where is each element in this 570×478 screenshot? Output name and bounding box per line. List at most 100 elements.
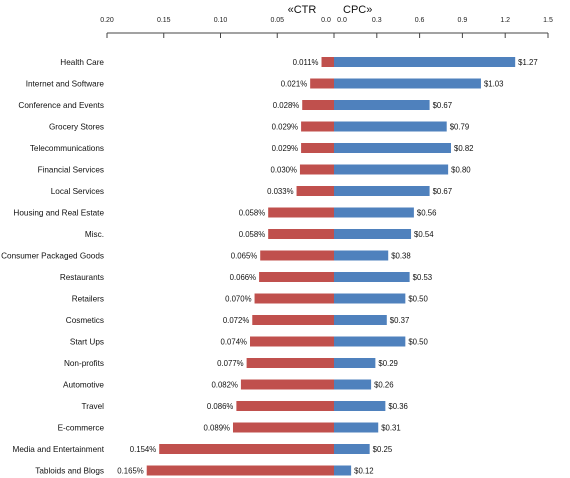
ctr-bar — [254, 293, 334, 304]
cpc-value-label: $0.25 — [373, 445, 393, 454]
cpc-tick-label: 0.6 — [415, 17, 425, 24]
ctr-tick-label: 0.10 — [214, 17, 228, 24]
cpc-bar — [334, 78, 481, 89]
ctr-bar — [299, 164, 334, 175]
cpc-value-label: $0.26 — [374, 381, 394, 390]
category-label: Local Services — [51, 187, 104, 196]
ctr-tick-label: 0.15 — [157, 17, 171, 24]
cpc-bar — [334, 143, 451, 153]
ctr-bar — [301, 143, 334, 153]
cpc-bar — [334, 293, 406, 304]
cpc-value-label: $0.67 — [433, 101, 453, 110]
cpc-value-label: $0.56 — [417, 209, 437, 218]
cpc-value-label: $0.37 — [390, 316, 410, 325]
cpc-value-label: $0.31 — [381, 424, 401, 433]
cpc-tick-label: 1.5 — [543, 17, 553, 24]
ctr-bar — [146, 465, 334, 476]
category-label: Misc. — [85, 230, 104, 239]
ctr-bar — [260, 250, 334, 261]
cpc-tick-label: 0.9 — [458, 17, 468, 24]
category-label: E-commerce — [58, 424, 105, 433]
cpc-bar — [334, 401, 386, 411]
ctr-value-label: 0.089% — [204, 424, 231, 433]
cpc-tick-label: 1.2 — [500, 17, 510, 24]
ctr-value-label: 0.011% — [293, 58, 319, 67]
category-label: Conference and Events — [18, 101, 104, 110]
ctr-value-label: 0.066% — [230, 273, 257, 282]
cpc-value-label: $0.12 — [354, 467, 374, 476]
category-label: Health Care — [60, 58, 104, 67]
ctr-value-label: 0.058% — [239, 230, 266, 239]
cpc-bar — [334, 121, 447, 132]
ctr-bar — [301, 121, 334, 132]
category-label: Automotive — [63, 381, 104, 390]
ctr-value-label: 0.086% — [207, 402, 234, 411]
cpc-bar — [334, 207, 414, 218]
cpc-value-label: $1.03 — [484, 80, 504, 89]
category-label: Housing and Real Estate — [13, 209, 104, 218]
ctr-tick-label: 0.05 — [270, 17, 284, 24]
ctr-bar — [236, 401, 334, 411]
ctr-bar — [321, 57, 334, 67]
ctr-value-label: 0.065% — [231, 252, 258, 261]
category-label: Consumer Packaged Goods — [1, 252, 104, 261]
ctr-bar — [310, 78, 334, 89]
cpc-value-label: $0.50 — [408, 338, 428, 347]
cpc-value-label: $0.80 — [451, 166, 471, 175]
labels: Health Care 0.011% $1.27 Internet and Softw… — [1, 58, 538, 476]
ctr-value-label: 0.154% — [130, 445, 157, 454]
category-label: Internet and Software — [26, 80, 105, 89]
category-label: Start Ups — [70, 338, 104, 347]
ctr-legend-title: «CTR — [288, 4, 317, 16]
ctr-bar — [302, 100, 334, 110]
ctr-value-label: 0.021% — [281, 80, 308, 89]
cpc-bar — [334, 250, 389, 261]
category-label: Retailers — [72, 295, 104, 304]
category-label: Travel — [82, 402, 105, 411]
category-label: Restaurants — [60, 273, 104, 282]
ctr-bar — [246, 358, 334, 368]
ctr-bar — [268, 207, 334, 218]
ctr-value-label: 0.070% — [225, 295, 252, 304]
cpc-value-label: $0.82 — [454, 144, 474, 153]
cpc-bar — [334, 100, 430, 110]
ctr-value-label: 0.029% — [272, 123, 299, 132]
ctr-value-label: 0.033% — [267, 187, 294, 196]
ctr-bar — [259, 272, 334, 282]
cpc-value-label: $0.53 — [413, 273, 433, 282]
ctr-value-label: 0.058% — [239, 209, 266, 218]
cpc-value-label: $0.67 — [433, 187, 453, 196]
cpc-value-label: $0.38 — [391, 252, 411, 261]
ctr-tick-label: 0.20 — [100, 17, 114, 24]
cpc-bar — [334, 315, 387, 325]
axes: 0.20 0.15 0.10 0.05 0.0 0.0 0.3 0.6 0.9 1.2 1.5 — [100, 17, 553, 38]
ctr-bar — [252, 315, 334, 325]
ctr-value-label: 0.030% — [270, 166, 297, 175]
cpc-value-label: $0.54 — [414, 230, 434, 239]
cpc-value-label: $0.36 — [388, 402, 408, 411]
cpc-bar — [334, 422, 379, 433]
ctr-bar — [268, 229, 334, 239]
cpc-value-label: $0.79 — [450, 123, 470, 132]
cpc-bar — [334, 444, 370, 454]
ctr-bar — [296, 186, 334, 196]
ctr-value-label: 0.074% — [221, 338, 248, 347]
ctr-value-label: 0.029% — [272, 144, 299, 153]
cpc-bar — [334, 465, 352, 476]
category-label: Telecommunications — [30, 144, 104, 153]
ctr-value-label: 0.077% — [217, 359, 244, 368]
cpc-value-label: $0.50 — [408, 295, 428, 304]
category-label: Tabloids and Blogs — [35, 467, 104, 476]
category-label: Financial Services — [38, 166, 104, 175]
cpc-value-label: $1.27 — [518, 58, 538, 67]
cpc-value-label: $0.29 — [378, 359, 398, 368]
cpc-bar — [334, 272, 410, 282]
ctr-bar — [250, 336, 334, 347]
cpc-bar — [334, 229, 412, 239]
cpc-bar — [334, 336, 406, 347]
cpc-tick-label: 0.0 — [337, 17, 347, 24]
ctr-value-label: 0.072% — [223, 316, 250, 325]
category-label: Cosmetics — [66, 316, 104, 325]
cpc-bar — [334, 358, 376, 368]
